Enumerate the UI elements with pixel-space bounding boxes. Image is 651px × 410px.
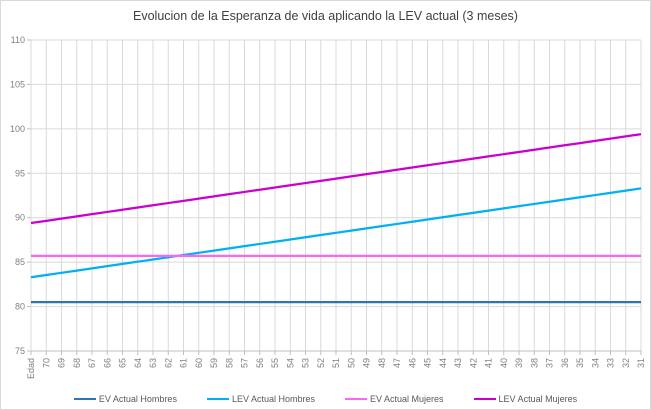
- legend-marker-line: [206, 397, 229, 401]
- x-axis-label: 52: [316, 358, 326, 368]
- y-axis-label: 110: [11, 35, 25, 45]
- y-axis-label: 80: [15, 302, 25, 312]
- x-axis-label: 41: [484, 358, 494, 368]
- series-line[interactable]: [30, 133, 642, 225]
- x-axis-title-label: Edad: [26, 358, 36, 379]
- x-axis-label: 34: [590, 358, 600, 368]
- y-axis-label: 105: [10, 79, 25, 89]
- x-axis-label: 60: [194, 358, 204, 368]
- x-axis-label: 59: [209, 358, 219, 368]
- x-axis-label: 48: [377, 358, 387, 368]
- x-axis-label: 43: [453, 358, 463, 368]
- x-axis-label: 62: [163, 358, 173, 368]
- x-axis-label: 51: [331, 358, 341, 368]
- legend-label: EV Actual Hombres: [98, 394, 177, 404]
- x-axis-label: 70: [41, 358, 51, 368]
- x-axis-label: 54: [285, 358, 295, 368]
- x-axis-label: 33: [606, 358, 616, 368]
- x-axis-label: 53: [301, 358, 311, 368]
- x-axis-label: 37: [545, 358, 555, 368]
- x-axis-label: 36: [560, 358, 570, 368]
- x-axis-label: 47: [392, 358, 402, 368]
- legend-label: EV Actual Mujeres: [370, 394, 444, 404]
- x-axis-label: 39: [514, 358, 524, 368]
- x-axis-label: 45: [423, 358, 433, 368]
- x-axis-label: 65: [118, 358, 128, 368]
- legend-item[interactable]: LEV Actual Mujeres: [473, 394, 578, 404]
- x-axis-label: 42: [468, 358, 478, 368]
- chart-title: Evolucion de la Esperanza de vida aplica…: [133, 9, 518, 23]
- x-axis-label: 50: [346, 358, 356, 368]
- x-axis-label: 66: [102, 358, 112, 368]
- legend: EV Actual Hombres LEV Actual Hombres EV Ac…: [1, 394, 650, 404]
- x-axis-label: 31: [636, 358, 646, 368]
- x-axis-label: 64: [133, 358, 143, 368]
- legend-label: LEV Actual Mujeres: [498, 394, 578, 404]
- x-axis-label: 55: [270, 358, 280, 368]
- y-axis-label: 85: [15, 257, 25, 267]
- x-axis-label: 63: [148, 358, 158, 368]
- x-axis-label: 67: [87, 358, 97, 368]
- legend-label: LEV Actual Hombres: [231, 394, 315, 404]
- x-axis-label: 57: [240, 358, 250, 368]
- legend-item[interactable]: LEV Actual Hombres: [206, 394, 315, 404]
- x-axis-label: 46: [407, 358, 417, 368]
- y-axis-label: 100: [10, 124, 25, 134]
- y-axis-label: 95: [15, 168, 25, 178]
- x-axis-label: 68: [72, 358, 82, 368]
- legend-item[interactable]: EV Actual Mujeres: [345, 394, 444, 404]
- y-axis-label: 75: [15, 346, 25, 356]
- series-line[interactable]: [30, 187, 642, 279]
- x-axis-label: 58: [224, 358, 234, 368]
- x-axis-label: 69: [57, 358, 67, 368]
- legend-marker-line: [73, 397, 96, 401]
- x-axis-label: 44: [438, 358, 448, 368]
- x-axis-label: 32: [621, 358, 631, 368]
- x-axis-label: 38: [529, 358, 539, 368]
- x-axis-label: 40: [499, 358, 509, 368]
- legend-item[interactable]: EV Actual Hombres: [73, 394, 177, 404]
- x-axis-label: 35: [575, 358, 585, 368]
- legend-marker-line: [345, 397, 367, 401]
- x-axis-label: 49: [362, 358, 372, 368]
- x-axis-label: 56: [255, 358, 265, 368]
- x-axis-label: 61: [179, 358, 189, 368]
- y-axis-label: 90: [15, 213, 25, 223]
- legend-marker-line: [473, 397, 496, 401]
